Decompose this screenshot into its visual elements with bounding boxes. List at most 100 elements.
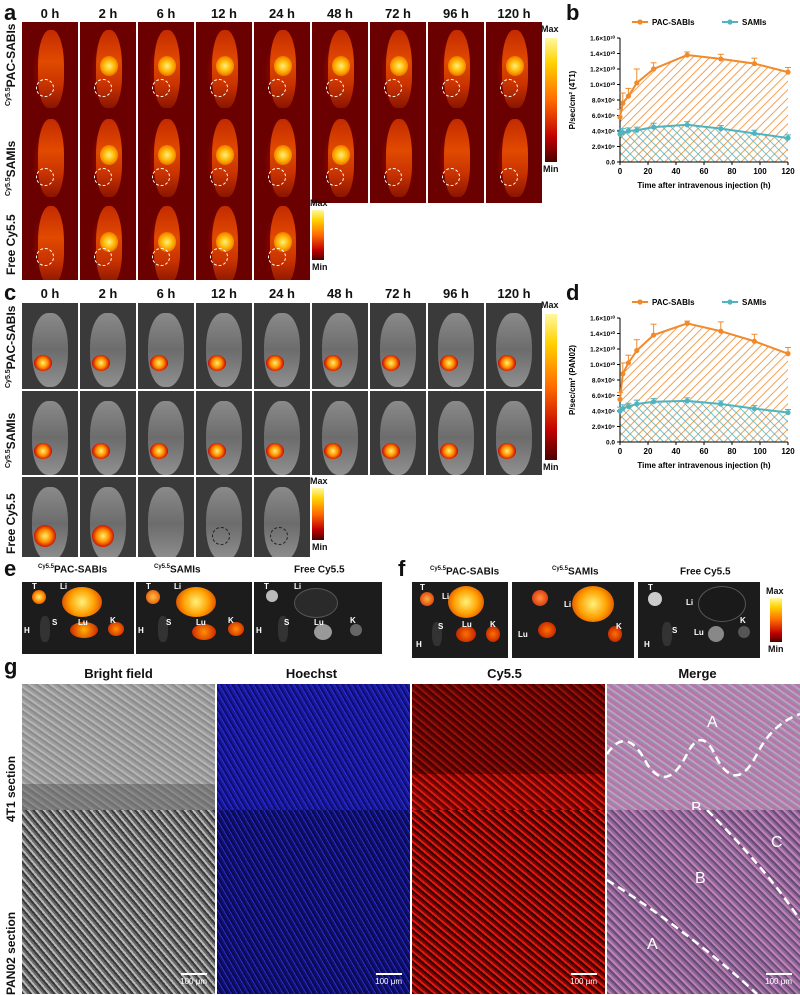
scale-bar: 100 μm [570, 973, 597, 986]
panel-label-c: c [4, 280, 17, 305]
timepoint-label: 0 h [40, 286, 60, 301]
organ-title-free-cy55-e: Free Cy5.5 [294, 564, 345, 576]
data-point [620, 406, 626, 412]
ivis-image [486, 303, 542, 389]
column-header-bright-field: Bright field [84, 666, 153, 681]
scale-bar: 100 μm [765, 973, 792, 986]
legend-swatch-marker [637, 19, 643, 25]
organ-tag: Li [294, 582, 302, 591]
data-point [634, 80, 640, 86]
organ-tag: Lu [694, 628, 704, 637]
data-point [625, 360, 631, 366]
y-tick-label: 1.6×10¹⁰ [590, 315, 615, 323]
ivis-image [22, 198, 78, 280]
y-axis-label: P/sec/cm² (PAN02) [568, 345, 577, 415]
ivis-image [80, 477, 136, 557]
row-label-4t1-section: 4T1 section [4, 755, 18, 822]
y-tick-label: 2.0×10⁹ [592, 424, 615, 431]
data-point [785, 69, 791, 75]
organ-tag: Li [442, 592, 450, 601]
organ-tag: H [256, 626, 262, 635]
row-label-pac-sabis-c: Cy5.5PAC-SABIs [4, 305, 18, 388]
data-point [625, 403, 631, 409]
organ-tag: Lu [462, 620, 472, 629]
x-tick-label: 20 [644, 167, 653, 176]
panel-label-e: e [4, 556, 17, 581]
timepoint-label: 48 h [326, 286, 353, 301]
ivis-image [138, 391, 194, 475]
data-point [634, 347, 640, 354]
x-tick-label: 100 [753, 447, 767, 456]
data-point [651, 66, 657, 72]
area-samis [620, 400, 788, 442]
organ-tag: S [672, 626, 678, 635]
row-label-free-cy55-a: Free Cy5.5 [4, 214, 18, 275]
ivis-image [254, 477, 310, 557]
organ-tag: K [110, 616, 116, 625]
scale-bar: 100 μm [375, 973, 402, 986]
ivis-image [428, 391, 484, 475]
data-point [620, 371, 626, 377]
y-tick-label: 8.0×10⁹ [592, 378, 615, 385]
organ-tag: Lu [314, 618, 324, 627]
ivis-image [370, 391, 426, 475]
region-label: B [695, 870, 706, 887]
chart-panel-b: 0.0 2.0×10⁹ 4.0×10⁹ 6.0×10⁹ 8.0×10⁹ 1.0×10¹⁰ 1… [566, 14, 798, 200]
organ-title-free-cy55-f: Free Cy5.5 [680, 566, 731, 578]
row-label-pan02-section: PAN02 section [4, 911, 18, 995]
x-tick-label: 120 [781, 447, 795, 456]
ivis-row-pac-sabis-pan02 [22, 303, 542, 389]
data-point [684, 52, 690, 58]
colorbar [770, 598, 782, 642]
panel-label-a: a [4, 0, 17, 25]
y-tick-label: 1.4×10¹⁰ [590, 50, 615, 58]
data-point [617, 396, 623, 402]
organ-tag: T [264, 582, 269, 591]
panel-label-d: d [566, 280, 580, 305]
ivis-image [486, 111, 542, 203]
ivis-row-free-cy55-4t1 [22, 198, 310, 280]
legend-swatch-marker [637, 299, 643, 305]
column-header-hoechst: Hoechst [285, 666, 338, 681]
data-point [718, 126, 724, 132]
legend-label: SAMIs [742, 298, 767, 307]
y-tick-label: 1.4×10¹⁰ [590, 330, 615, 338]
data-point [684, 398, 690, 404]
ivis-image [22, 477, 78, 557]
x-tick-label: 80 [728, 447, 737, 456]
ivis-image [138, 198, 194, 280]
organ-tag: K [740, 616, 746, 625]
organ-image-samis-e: T Li H S Lu K [136, 582, 252, 654]
ivis-image [80, 303, 136, 389]
organ-image-samis-f: Li Lu K [512, 582, 634, 658]
organ-tag: Li [60, 582, 68, 591]
data-point [617, 114, 623, 120]
x-tick-label: 120 [781, 167, 795, 176]
ivis-image [196, 198, 252, 280]
colorbar [545, 38, 557, 162]
ivis-image [22, 303, 78, 389]
region-label: B [691, 800, 702, 817]
ivis-image [428, 22, 484, 114]
y-axis-label: P/sec/cm² (4T1) [568, 70, 577, 129]
x-tick-label: 40 [672, 167, 681, 176]
ivis-image [312, 111, 368, 203]
ivis-image [22, 111, 78, 203]
organ-tag: H [24, 626, 30, 635]
timepoint-label: 12 h [210, 286, 237, 301]
ivis-image [80, 22, 136, 114]
organ-image-free-cy55-e: T Li H S Lu K [254, 582, 382, 654]
data-point [751, 130, 757, 136]
ivis-image [254, 391, 310, 475]
organ-tag: T [146, 582, 151, 591]
x-tick-label: 0 [618, 447, 623, 456]
timepoint-label: 6 h [156, 6, 176, 21]
x-tick-label: 60 [700, 167, 709, 176]
ivis-image [254, 303, 310, 389]
ivis-image [312, 22, 368, 114]
legend-label: PAC-SABIs [652, 18, 695, 27]
data-point [625, 93, 631, 99]
data-point [718, 328, 724, 334]
column-header-cy55: Cy5.5 [487, 666, 522, 681]
colorbar-max-label: Max [310, 198, 328, 208]
